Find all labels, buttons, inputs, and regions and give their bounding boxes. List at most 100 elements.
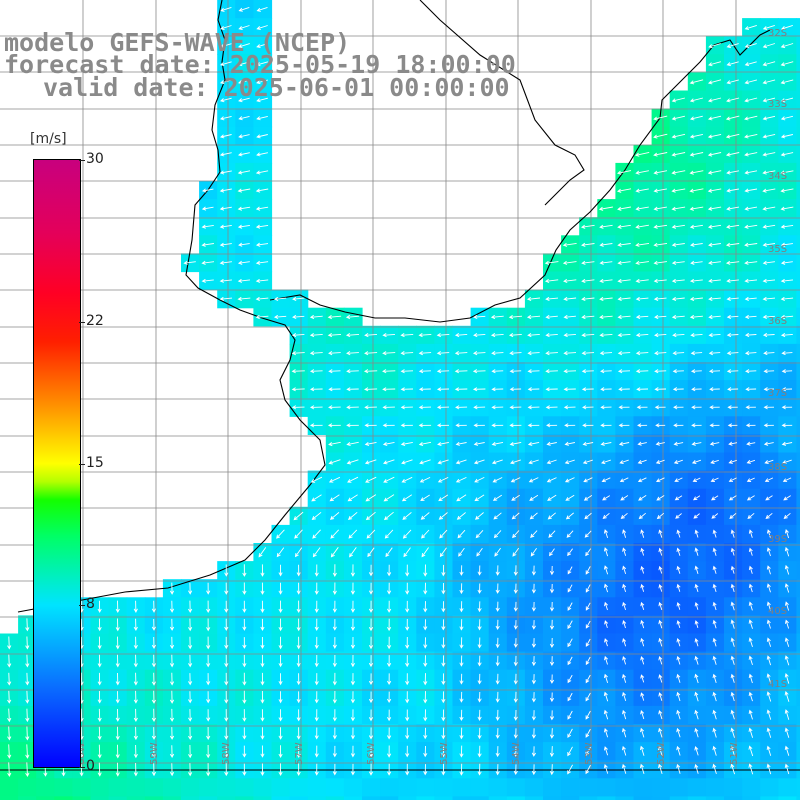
wind-arrow — [549, 728, 555, 739]
longitude-label: 59W — [149, 742, 160, 765]
wind-arrow — [598, 206, 613, 211]
wind-arrow — [474, 512, 484, 520]
wind-arrow — [531, 565, 536, 576]
wind-arrow — [603, 691, 609, 702]
wind-arrow — [387, 618, 392, 632]
wind-arrow — [133, 636, 138, 650]
speed-cell — [796, 144, 800, 164]
wind-arrow — [383, 476, 395, 483]
wind-arrow — [780, 152, 794, 157]
wind-arrow — [418, 333, 432, 338]
wind-arrow — [151, 763, 157, 777]
wind-arrow — [350, 673, 355, 686]
wind-arrow — [278, 763, 283, 777]
latitude-label: 39S — [768, 534, 787, 545]
speed-cell — [543, 796, 562, 800]
wind-arrow — [617, 333, 631, 338]
wind-arrow — [658, 601, 663, 611]
wind-arrow — [238, 115, 250, 121]
colorbar-tick-label: 0 — [86, 758, 95, 774]
wind-arrow — [744, 206, 758, 211]
wind-arrow — [255, 260, 269, 265]
wind-arrow — [639, 763, 645, 775]
speed-cell — [36, 778, 55, 797]
wind-arrow — [585, 728, 591, 738]
speed-cell — [524, 796, 544, 800]
wind-arrow — [260, 745, 265, 758]
wind-arrow — [278, 564, 283, 577]
wind-arrow — [585, 602, 591, 611]
wind-arrow — [710, 459, 719, 464]
wind-arrow — [618, 405, 630, 410]
wind-arrow — [368, 673, 374, 686]
wind-arrow — [549, 692, 555, 703]
wind-arrow — [545, 351, 558, 356]
wind-arrow — [133, 600, 138, 613]
wind-arrow — [512, 547, 520, 557]
wind-arrow — [780, 134, 793, 139]
wind-arrow — [653, 133, 668, 139]
wind-arrow — [97, 690, 102, 704]
wind-arrow — [382, 333, 396, 338]
wind-arrow — [256, 43, 268, 49]
wind-arrow — [689, 314, 703, 320]
wind-arrow — [549, 656, 555, 667]
wind-arrow — [600, 369, 612, 374]
wind-arrow — [784, 619, 790, 629]
wind-arrow — [491, 369, 504, 374]
wind-arrow — [311, 511, 322, 520]
wind-arrow — [780, 296, 794, 302]
wind-arrow — [585, 692, 591, 702]
wind-arrow — [689, 206, 704, 211]
wind-arrow — [762, 24, 775, 31]
wind-arrow — [237, 188, 251, 193]
colorbar-tick-mark — [79, 767, 85, 768]
wind-arrow — [273, 314, 287, 320]
forecast-date: forecast date: 2025-05-19 18:00:00 — [4, 50, 516, 79]
wind-arrow — [133, 762, 138, 777]
speed-cell — [796, 524, 800, 544]
wind-arrow — [653, 170, 668, 175]
wind-arrow — [364, 351, 378, 356]
wind-arrow — [242, 745, 247, 758]
wind-arrow — [640, 565, 645, 574]
wind-arrow — [314, 745, 319, 758]
wind-arrow — [237, 61, 251, 67]
wind-arrow — [784, 546, 790, 557]
longitude-label: 51W — [729, 742, 740, 765]
wind-arrow — [255, 314, 269, 320]
wind-arrow — [491, 405, 504, 410]
wind-arrow — [531, 601, 536, 612]
wind-arrow — [746, 441, 756, 446]
speed-cell — [36, 796, 55, 800]
wind-arrow — [260, 600, 265, 613]
wind-arrow — [622, 673, 627, 683]
wind-arrow — [726, 351, 739, 356]
wind-arrow — [151, 618, 156, 631]
wind-arrow — [291, 387, 305, 392]
wind-arrow — [766, 763, 772, 775]
wind-arrow — [635, 188, 649, 193]
wind-arrow — [676, 565, 681, 574]
speed-cell — [108, 796, 128, 800]
wind-arrow — [782, 477, 792, 483]
speed-cell — [90, 778, 110, 797]
wind-arrow — [712, 619, 717, 629]
longitude-label: 54W — [511, 742, 522, 765]
wind-arrow — [763, 351, 775, 356]
wind-arrow — [25, 672, 30, 686]
wind-arrow — [383, 511, 394, 521]
wind-arrow — [708, 278, 721, 283]
speed-cell — [126, 778, 146, 797]
wind-arrow — [420, 494, 430, 501]
wind-arrow — [712, 637, 717, 647]
wind-arrow — [567, 710, 573, 720]
wind-arrow — [332, 690, 337, 704]
wind-arrow — [293, 511, 304, 521]
wind-arrow — [511, 512, 520, 520]
wind-arrow — [314, 636, 319, 650]
wind-arrow — [618, 387, 630, 392]
wind-arrow — [509, 387, 522, 392]
wind-arrow — [405, 745, 410, 758]
wind-arrow — [563, 296, 577, 302]
